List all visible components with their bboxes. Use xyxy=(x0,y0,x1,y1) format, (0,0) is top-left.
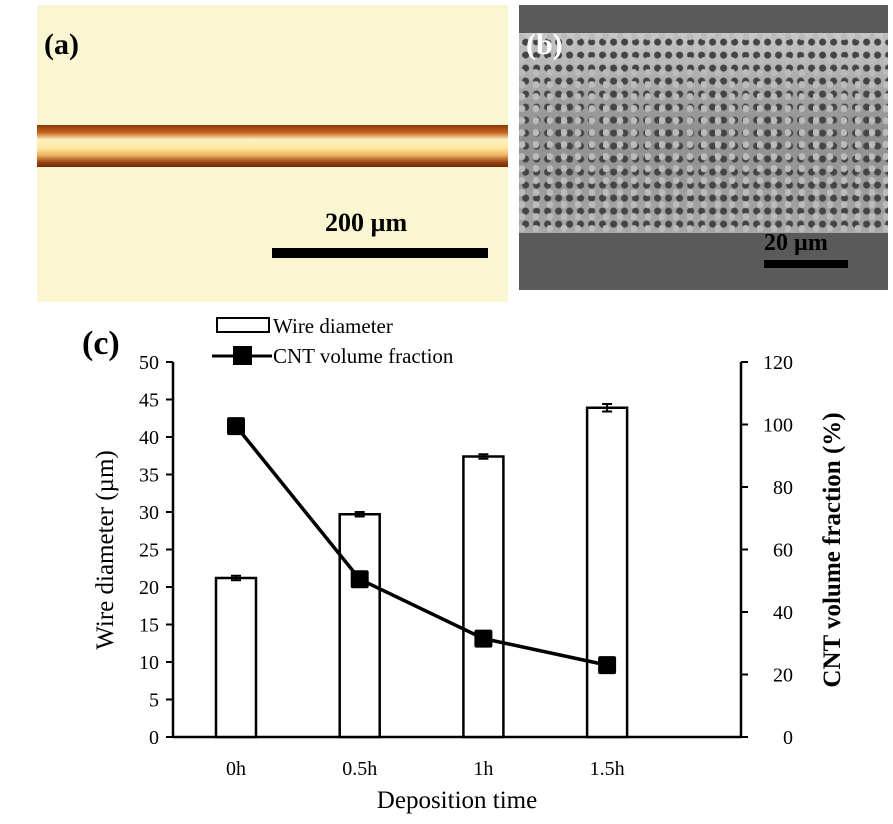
left-tick-label: 30 xyxy=(139,502,159,524)
panel-a-label: (a) xyxy=(44,28,79,61)
right-tick-label: 20 xyxy=(773,665,793,687)
right-tick-label: 80 xyxy=(773,477,793,499)
x-tick-label: 0h xyxy=(226,758,246,780)
right-tick-label: 100 xyxy=(763,415,793,437)
cnt-point-0h xyxy=(227,417,245,436)
x-axis-title: Deposition time xyxy=(377,787,537,814)
panel-b-label: (b) xyxy=(526,28,563,61)
bar-1h xyxy=(462,455,505,739)
right-tick-label: 0 xyxy=(783,727,793,749)
scale-bar-a xyxy=(272,248,488,258)
left-axis-title: Wire diameter (µm) xyxy=(92,450,119,649)
right-tick-label: 120 xyxy=(763,352,793,374)
cnt-point-0.5h xyxy=(350,570,369,589)
legend-line-label: CNT volume fraction xyxy=(273,344,454,368)
left-tick-label: 45 xyxy=(139,390,159,412)
x-tick-label: 0.5h xyxy=(342,758,377,780)
error-bar xyxy=(231,574,241,582)
cnt-point-1h xyxy=(474,629,493,648)
bar-1.5h xyxy=(585,406,629,739)
x-tick-label: 1.5h xyxy=(590,758,625,780)
scale-text-a: 200 µm xyxy=(325,208,408,237)
left-tick-label: 35 xyxy=(139,465,159,487)
error-bar xyxy=(602,403,613,413)
left-tick-label: 25 xyxy=(139,540,159,562)
left-tick-label: 5 xyxy=(149,690,159,712)
panel-c-label: (c) xyxy=(82,325,120,362)
sem-wire-image xyxy=(519,33,888,233)
error-bar xyxy=(478,453,489,460)
wire-image xyxy=(37,125,508,167)
sem-micrograph xyxy=(519,5,888,290)
left-tick-label: 40 xyxy=(139,427,159,449)
right-tick-label: 60 xyxy=(773,540,793,562)
legend-line-marker xyxy=(233,346,252,365)
left-tick-label: 0 xyxy=(149,727,159,749)
bar-0h xyxy=(214,576,258,739)
left-tick-label: 15 xyxy=(139,615,159,637)
scale-bar-b xyxy=(764,260,848,268)
cnt-line xyxy=(234,424,608,667)
cnt-point-1.5h xyxy=(598,656,617,675)
left-tick-label: 10 xyxy=(139,652,159,674)
error-bar xyxy=(354,511,365,518)
x-tick-label: 1h xyxy=(473,758,493,780)
left-tick-label: 50 xyxy=(139,352,159,374)
legend-bar-swatch xyxy=(216,317,270,333)
right-tick-label: 40 xyxy=(773,602,793,624)
legend-bar-label: Wire diameter xyxy=(273,314,393,338)
bar-0.5h xyxy=(338,513,381,739)
scale-text-b: 20 µm xyxy=(764,230,828,256)
left-tick-label: 20 xyxy=(139,577,159,599)
right-axis-title: CNT volume fraction (%) xyxy=(819,412,846,687)
